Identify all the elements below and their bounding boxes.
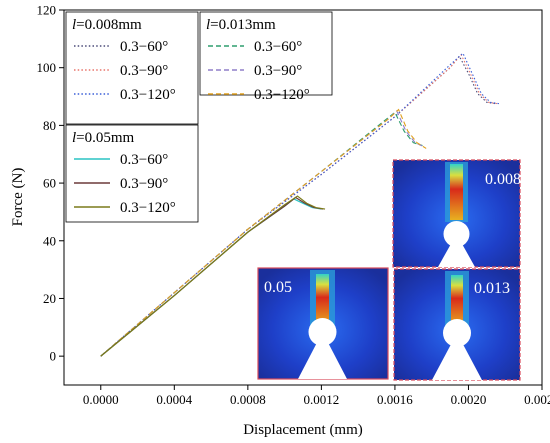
legend-label-4: 0.3−90° [254,63,302,79]
inset-image-0-013: 0.013 [393,268,521,381]
x-tick-label: 0.0012 [304,392,340,407]
legend-layer: l=0.008mm 0.3−60° 0.3−90° 0.3−120° l=0.013mm… [65,11,333,223]
series-line-5 [100,108,427,357]
x-axis-title: Displacement (mm) [243,422,363,438]
x-tick-label: 0.0020 [451,392,487,407]
series-line-8 [100,195,326,357]
axes: 0.0000 0.0004 0.0008 0.0012 0.0016 0.0020 0.00… [37,3,550,408]
legend-label-2: 0.3−120° [120,87,176,103]
inset-label-0-05: 0.05 [264,279,292,296]
legend-label-7: 0.3−90° [120,176,168,192]
series-layer [100,52,500,357]
legend-label-0: 0.3−60° [120,39,168,55]
legend-label-8: 0.3−120° [120,200,176,216]
legend-box-0 [65,11,199,125]
series-line-2 [100,52,500,357]
legend-header-1: l=0.013mm [206,17,276,33]
legend-label-1: 0.3−90° [120,63,168,79]
y-tick-label: 120 [37,3,57,18]
y-tick-label: 0 [50,349,57,364]
x-tick-label: 0.0000 [83,392,119,407]
legend-box-2 [65,124,199,223]
y-axis-title: Force (N) [10,168,26,227]
x-tick-label: 0.0004 [156,392,192,407]
plot-frame [63,9,543,386]
y-tick-label: 20 [43,291,56,306]
legend-header-2: l=0.05mm [72,130,135,146]
contour-insets: 0.008 0.05 0.013 [257,159,521,381]
y-tick-label: 40 [43,233,56,248]
inset-label-0-008: 0.008 [485,171,521,188]
legend-label-5: 0.3−120° [254,87,310,103]
legend-header-0: l=0.008mm [72,17,142,33]
inset-label-0-013: 0.013 [474,280,510,297]
inset-image-0-05: 0.05 [257,267,389,380]
y-tick-label: 80 [43,118,56,133]
inset-image-0-008: 0.008 [392,159,521,268]
y-tick-label: 60 [43,176,56,191]
x-tick-label: 0.0024 [524,392,550,407]
legend-label-3: 0.3−60° [254,39,302,55]
x-tick-label: 0.0008 [230,392,266,407]
x-tick-label: 0.0016 [377,392,413,407]
y-tick-label: 100 [37,60,57,75]
legend-label-6: 0.3−60° [120,152,168,168]
legend-box-1 [199,11,333,96]
